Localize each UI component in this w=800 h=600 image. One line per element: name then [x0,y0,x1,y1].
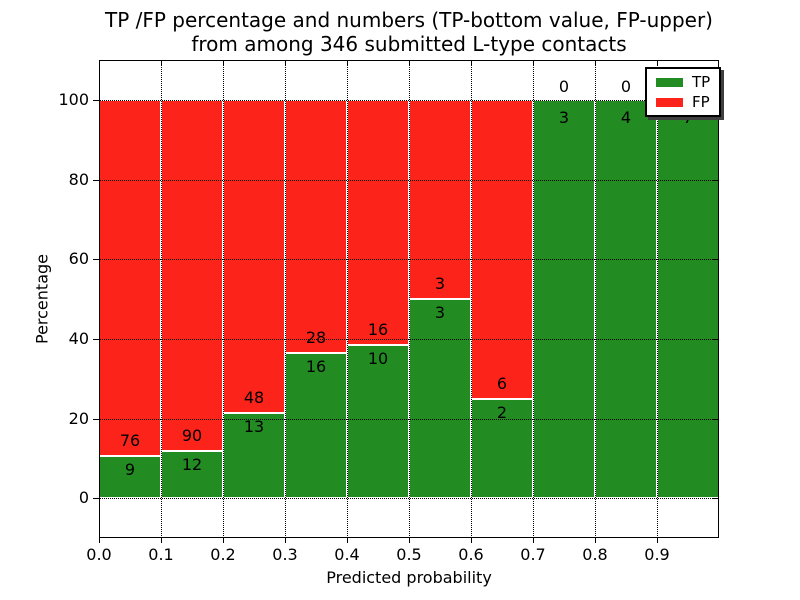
x-gridline [595,60,596,538]
y-gridline [99,498,719,500]
bar-fp-count-label: 0 [558,76,570,96]
fp-swatch-icon [656,97,683,107]
bar-fp-segment [161,99,223,452]
plot-area: 76990124813281616103362030407 [99,60,719,538]
bar-tp-segment [99,455,161,499]
tp-swatch-icon [656,77,683,87]
x-tick-bottom [347,538,348,543]
bar-tp-count-label: 12 [181,455,203,475]
chart-title: TP /FP percentage and numbers (TP-bottom… [99,8,719,56]
legend-label-tp: TP [692,73,711,91]
bar-fp-count-label: 48 [243,388,265,408]
y-gridline [99,259,719,261]
bar-tp-segment [657,99,719,499]
x-tick-label: 0.6 [458,545,484,564]
bar-tp-count-label: 9 [124,459,136,479]
bar-fp-count-label: 3 [434,274,446,293]
x-tick-bottom [285,538,286,543]
x-tick-label: 0.7 [520,545,546,564]
bar-fp-count-label: 16 [367,319,389,339]
bar-fp-count-label: 28 [305,328,327,348]
x-gridline [161,60,162,538]
y-gridline [99,338,719,340]
x-tick-label: 0.9 [644,545,670,564]
x-tick-label: 0.3 [272,545,298,564]
x-tick-label: 0.8 [582,545,608,564]
bar-tp-segment [471,398,533,499]
bar-tp-segment [595,99,657,499]
bar-tp-count-label: 2 [496,402,508,422]
y-gridline [99,99,719,101]
bar-fp-segment [223,99,285,414]
bar-tp-segment [409,299,471,499]
bar-fp-count-label: 76 [119,430,141,450]
bar-fp-segment [409,99,471,299]
x-gridline [285,60,286,538]
x-tick-bottom [657,538,658,543]
bar-tp-count-label: 13 [243,417,265,437]
bar-fp-count-label: 90 [181,426,203,446]
x-gridline [657,60,658,538]
bar-fp-count-label: 6 [496,373,508,393]
bar-tp-count-label: 3 [434,303,446,322]
x-tick-label: 0.2 [210,545,236,564]
x-tick-label: 0.0 [86,545,112,564]
x-gridline [471,60,472,538]
x-tick-bottom [595,538,596,543]
x-gridline [409,60,410,538]
bar-fp-segment [347,99,409,345]
bar-fp-count-label: 0 [620,76,632,96]
bar-tp-segment [533,99,595,499]
x-axis-label: Predicted probability [326,568,492,587]
bar-tp-count-label: 4 [620,107,632,127]
y-axis-label: Percentage [32,253,52,345]
bar-tp-count-label: 16 [305,357,327,377]
y-gridline [99,179,719,181]
x-tick-bottom [471,538,472,543]
x-tick-bottom [161,538,162,543]
x-tick-label: 0.4 [334,545,360,564]
chart-title-line2: from among 346 submitted L-type contacts [191,32,627,56]
bar-fp-segment [285,99,347,354]
y-tick-label: 100 [58,89,89,109]
y-tick-label: 20 [68,408,89,428]
bar-tp-count-label: 10 [367,348,389,368]
legend-label-fp: FP [692,93,710,111]
bar-fp-segment [99,99,161,456]
x-gridline [223,60,224,538]
legend-item-tp: TP [656,74,710,90]
bar-tp-count-label: 3 [558,107,570,127]
legend: TP FP [645,67,722,117]
y-tick-label: 0 [78,488,89,508]
x-tick-bottom [409,538,410,543]
bar-tp-segment [347,344,409,499]
x-tick-label: 0.5 [396,545,422,564]
chart-title-line1: TP /FP percentage and numbers (TP-bottom… [105,8,713,32]
bar-tp-segment [223,413,285,499]
x-tick-bottom [223,538,224,543]
x-tick-bottom [99,538,100,543]
y-tick-label: 80 [68,169,89,189]
bar-tp-segment [285,353,347,499]
x-tick-bottom [533,538,534,543]
x-gridline [533,60,534,538]
legend-item-fp: FP [656,94,710,110]
x-gridline [347,60,348,538]
y-gridline [99,418,719,420]
bar-fp-segment [471,99,533,399]
bar-tp-count-label: 7 [682,107,694,127]
bar-tp-segment [161,451,223,499]
x-tick-label: 0.1 [148,545,174,564]
